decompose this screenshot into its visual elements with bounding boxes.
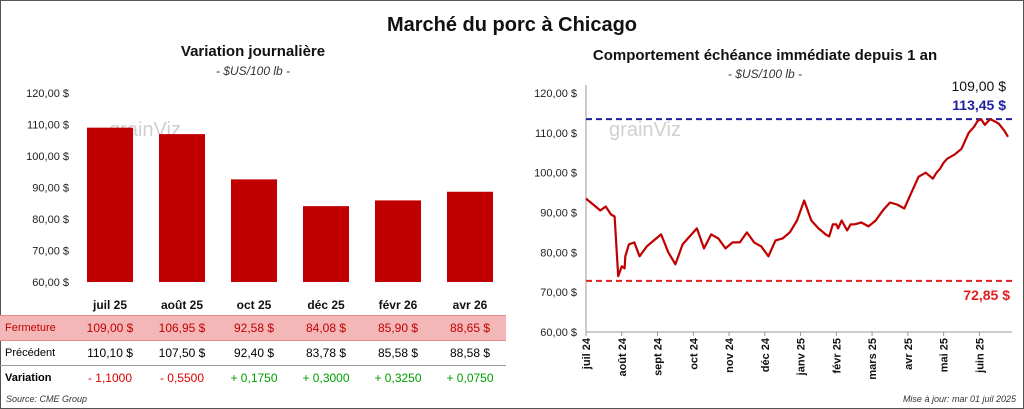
right-y-tick-label: 70,00 $ (540, 287, 577, 299)
left-y-tick-label: 90,00 $ (32, 183, 69, 195)
table-cell: 109,00 $ (86, 321, 134, 335)
table-cell: 110,10 $ (87, 346, 133, 360)
left-x-tick-label: avr 26 (453, 298, 488, 312)
price-line (585, 117, 1009, 278)
bar-2 (231, 179, 277, 282)
high-label: 113,45 $ (952, 97, 1006, 113)
left-x-tick-label: déc 25 (307, 298, 345, 312)
right-y-tick-label: 90,00 $ (540, 208, 577, 220)
table-cell: - 1,1000 (87, 371, 133, 385)
table-row-label: Fermeture (5, 322, 56, 334)
table-cell: 83,78 $ (305, 346, 347, 360)
right-y-tick-label: 80,00 $ (540, 247, 577, 259)
table-cell: 84,08 $ (305, 321, 347, 335)
right-x-tick-label: janv 25 (796, 338, 808, 376)
table-row-label: Variation (5, 372, 52, 384)
page-title: Marché du porc à Chicago (386, 14, 638, 36)
right-x-tick-label: juil 24 (581, 337, 593, 370)
right-x-tick-label: nov 24 (724, 337, 736, 373)
last-value-label: 109,00 $ (952, 78, 1007, 94)
table-cell: 92,58 $ (233, 321, 275, 335)
left-x-tick-label: août 25 (161, 298, 203, 312)
table-cell: - 0,5500 (159, 371, 205, 385)
table-cell: 92,40 $ (233, 346, 275, 360)
left-y-tick-label: 110,00 $ (27, 120, 69, 132)
footer-source: Source: CME Group (6, 394, 88, 404)
table-cell: + 0,3000 (302, 371, 350, 385)
left-y-tick-label: 60,00 $ (32, 277, 69, 289)
table-cell: 88,58 $ (449, 346, 491, 360)
right-y-tick-label: 110,00 $ (535, 128, 577, 140)
table-row-label: Précédent (5, 347, 56, 359)
bar-4 (375, 200, 421, 282)
right-watermark: grainViz (609, 119, 681, 141)
table-cell: 106,95 $ (158, 321, 206, 335)
right-x-tick-label: juin 25 (974, 338, 986, 374)
right-x-tick-label: sept 24 (653, 337, 665, 376)
bar-0 (87, 127, 133, 283)
left-y-tick-label: 70,00 $ (32, 246, 69, 258)
right-x-tick-label: avr 25 (903, 338, 915, 370)
right-y-tick-label: 120,00 $ (534, 88, 577, 100)
table-row: Variation - 1,1000 - 0,5500 + 0,1750 + 0,300… (0, 366, 506, 390)
bar-1 (159, 134, 205, 282)
left-y-tick-label: 120,00 $ (26, 88, 69, 100)
right-y-tick-label: 60,00 $ (540, 327, 577, 339)
footer-updated: Mise à jour: mar 01 juil 2025 (902, 394, 1016, 404)
table-cell: + 0,3250 (374, 371, 422, 385)
right-chart-subtitle: - $US/100 lb - (727, 67, 803, 81)
right-x-tick-label: août 24 (617, 337, 629, 376)
table-row: Fermeture 109,00 $ 106,95 $ 92,58 $ 84,08 $ 8… (0, 315, 506, 341)
left-x-tick-label: févr 26 (379, 298, 418, 312)
table-cell: 88,65 $ (449, 321, 491, 335)
right-x-tick-label: oct 24 (688, 337, 700, 370)
table-cell: 85,90 $ (377, 321, 419, 335)
table-cell: + 0,1750 (230, 371, 278, 385)
right-x-tick-label: mai 25 (939, 338, 951, 372)
right-x-tick-label: mars 25 (867, 338, 879, 380)
left-chart-subtitle: - $US/100 lb - (215, 64, 291, 78)
right-x-tick-label: févr 25 (831, 338, 843, 373)
left-y-tick-label: 80,00 $ (32, 214, 69, 226)
left-x-tick-label: oct 25 (237, 298, 272, 312)
right-x-tick-label: déc 24 (760, 337, 772, 372)
right-y-tick-label: 100,00 $ (534, 168, 577, 180)
low-label: 72,85 $ (963, 287, 1010, 303)
table-cell: 107,50 $ (158, 346, 206, 360)
bar-3 (303, 206, 349, 282)
left-y-tick-label: 100,00 $ (26, 151, 69, 163)
table-row: Précédent 110,10 $ 107,50 $ 92,40 $ 83,78 $ 8… (0, 341, 506, 366)
right-chart-title: Comportement échéance immédiate depuis 1… (592, 47, 938, 64)
bar-5 (447, 191, 493, 282)
table-cell: + 0,0750 (446, 371, 494, 385)
left-x-tick-label: juil 25 (92, 298, 127, 312)
left-chart-title: Variation journalière (180, 43, 326, 60)
table-cell: 85,58 $ (377, 346, 419, 360)
